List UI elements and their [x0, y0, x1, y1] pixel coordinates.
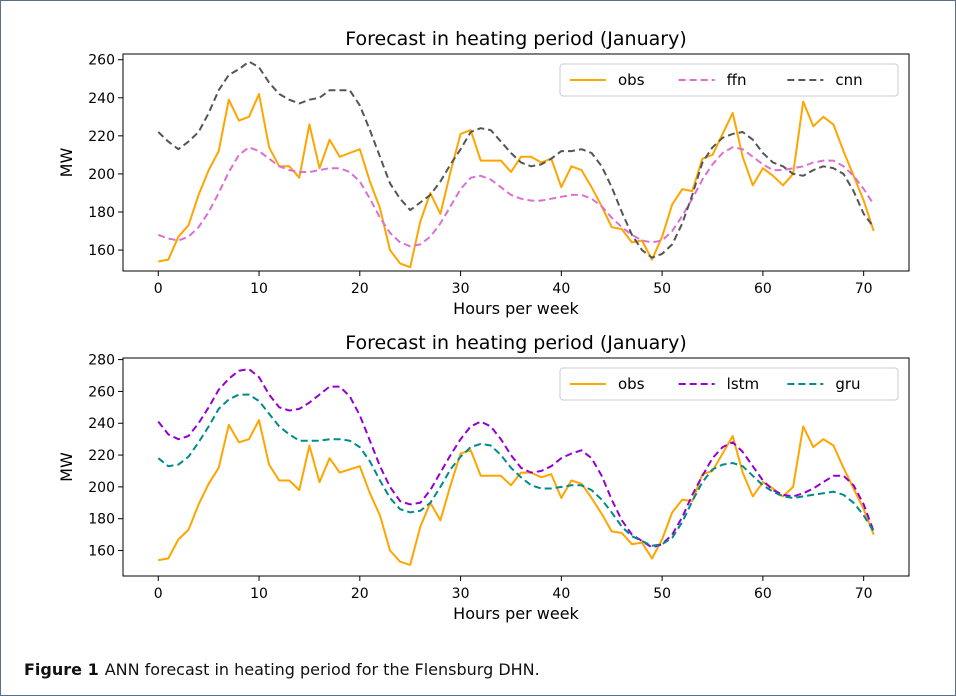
legend-label-lstm: lstm [727, 375, 759, 393]
y-axis-label: MW [57, 148, 76, 178]
legend-label-obs: obs [618, 375, 645, 393]
y-tick-label: 220 [88, 129, 115, 145]
x-tick-label: 50 [653, 281, 671, 297]
y-axis-label: MW [57, 452, 76, 482]
figure-caption: Figure 1 ANN forecast in heating period f… [24, 660, 540, 679]
y-tick-label: 220 [88, 448, 115, 464]
x-tick-label: 20 [351, 281, 369, 297]
y-tick-label: 280 [88, 353, 115, 369]
legend-label-gru: gru [835, 375, 860, 393]
x-tick-label: 40 [552, 281, 570, 297]
series-line-obs [158, 93, 875, 269]
x-tick-label: 60 [754, 586, 772, 602]
y-tick-label: 180 [88, 512, 115, 528]
x-tick-label: 50 [653, 586, 671, 602]
chart-2: Forecast in heating period (January) 0 10 2… [57, 332, 910, 623]
legend-box [559, 63, 899, 97]
x-tick-label: 10 [250, 281, 268, 297]
x-tick-label: 40 [552, 586, 570, 602]
legend-label-obs: obs [618, 71, 645, 89]
y-tick-label: 240 [88, 416, 115, 432]
series-line-lstm [157, 368, 875, 549]
x-tick-label: 10 [250, 586, 268, 602]
y-tick-label: 260 [88, 384, 115, 400]
y-tick-label: 240 [88, 91, 115, 107]
legend-label-ffn: ffn [727, 71, 747, 89]
plot-frame [122, 53, 910, 272]
x-tick-label: 0 [154, 281, 163, 297]
x-tick-label: 0 [154, 586, 163, 602]
series-line-ffn [157, 146, 875, 248]
x-tick-label: 30 [452, 586, 470, 602]
y-tick-label: 260 [88, 53, 115, 69]
chart-title: Forecast in heating period (January) [345, 332, 686, 354]
series-line-gru [157, 393, 875, 547]
x-axis-label: Hours per week [453, 604, 579, 623]
legend: obs ffn cnn [559, 63, 899, 97]
y-tick-label: 200 [88, 480, 115, 496]
y-tick-label: 180 [88, 205, 115, 221]
y-tick-label: 200 [88, 167, 115, 183]
y-tick-label: 160 [88, 544, 115, 560]
caption-text: ANN forecast in heating period for the F… [104, 660, 540, 679]
x-tick-label: 70 [855, 281, 873, 297]
series-line-obs [158, 419, 875, 566]
x-tick-label: 60 [754, 281, 772, 297]
chart-1: Forecast in heating period (January) 0 10 2… [57, 28, 910, 318]
legend: obs lstm gru [559, 367, 899, 401]
plot-frame [122, 357, 910, 577]
legend-box [559, 367, 899, 401]
x-tick-label: 20 [351, 586, 369, 602]
chart-title: Forecast in heating period (January) [345, 28, 686, 50]
legend-label-cnn: cnn [835, 71, 862, 89]
x-axis-label: Hours per week [453, 299, 579, 318]
y-tick-label: 160 [88, 243, 115, 259]
x-tick-label: 30 [452, 281, 470, 297]
caption-label: Figure 1 [24, 660, 99, 679]
x-tick-label: 70 [855, 586, 873, 602]
